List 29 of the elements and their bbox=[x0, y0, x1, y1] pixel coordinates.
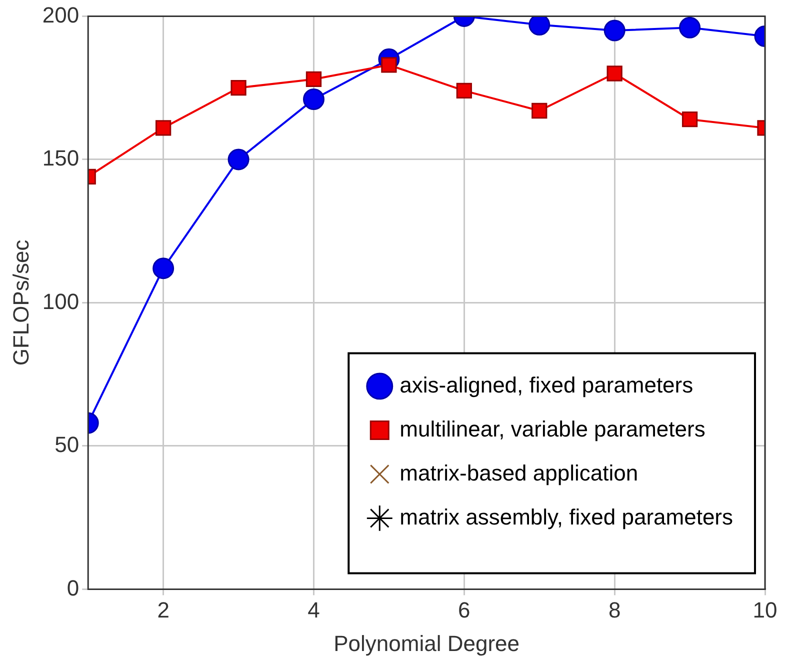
x-tick-label: 8 bbox=[608, 597, 621, 622]
point bbox=[456, 82, 472, 99]
y-tick-label: 50 bbox=[54, 432, 80, 458]
point bbox=[532, 102, 548, 119]
y-axis-title: GFLOPs/sec bbox=[8, 240, 34, 366]
point bbox=[604, 20, 626, 42]
point bbox=[155, 120, 172, 136]
point bbox=[528, 16, 550, 36]
legend-label: matrix-based application bbox=[400, 460, 638, 486]
point bbox=[606, 66, 622, 82]
point bbox=[230, 80, 246, 96]
point bbox=[682, 112, 698, 128]
legend-label: axis-aligned, fixed parameters bbox=[400, 372, 694, 398]
y-tick-label: 0 bbox=[66, 575, 80, 600]
y-tick-label: 150 bbox=[42, 146, 80, 171]
point bbox=[679, 16, 701, 38]
x-tick-label: 10 bbox=[752, 597, 778, 622]
legend-label: multilinear, variable parameters bbox=[400, 416, 706, 442]
x-axis-title: Polynomial Degree bbox=[334, 630, 520, 656]
point bbox=[228, 148, 250, 170]
x-tick-label: 6 bbox=[458, 597, 470, 622]
x-tick-label: 2 bbox=[157, 597, 170, 622]
point bbox=[306, 71, 322, 88]
legend-label: matrix assembly, fixed parameters bbox=[400, 504, 734, 530]
point bbox=[152, 258, 174, 280]
y-tick-label: 200 bbox=[42, 2, 80, 28]
y-tick-label: 100 bbox=[42, 288, 80, 314]
x-tick-label: 4 bbox=[308, 597, 320, 622]
point bbox=[302, 88, 324, 110]
